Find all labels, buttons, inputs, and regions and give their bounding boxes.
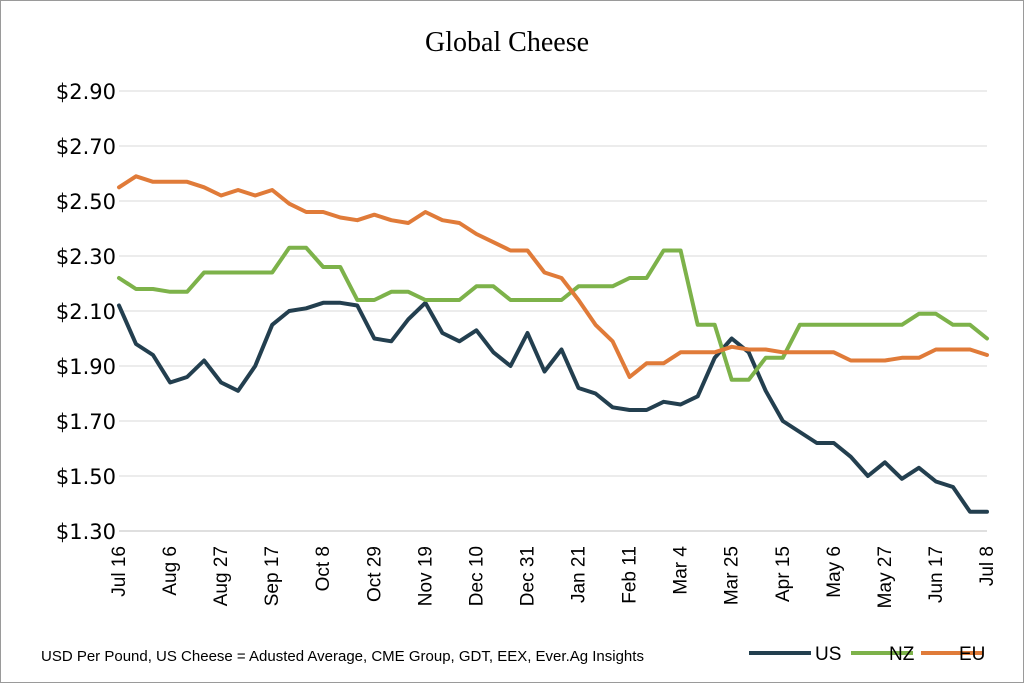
x-tick-label: Mar 25 xyxy=(722,546,743,605)
x-tick-label: Jun 17 xyxy=(926,546,947,603)
gridlines xyxy=(119,90,987,532)
x-tick-label: Jul 8 xyxy=(977,546,998,586)
x-tick-label: Dec 10 xyxy=(466,546,487,606)
legend-label-nz: NZ xyxy=(889,644,915,665)
x-tick-label: Aug 6 xyxy=(160,546,181,596)
x-tick-label: Oct 8 xyxy=(313,546,334,591)
y-tick-label: $1.30 xyxy=(56,520,116,544)
x-tick-label: Jan 21 xyxy=(569,546,590,603)
legend-label-eu: EU xyxy=(959,644,985,665)
y-tick-label: $1.90 xyxy=(56,355,116,379)
x-tick-label: Oct 29 xyxy=(364,546,385,602)
x-tick-label: Nov 19 xyxy=(415,546,436,606)
series-lines xyxy=(117,174,989,514)
y-tick-label: $2.70 xyxy=(56,135,116,159)
chart-title: Global Cheese xyxy=(425,27,589,58)
y-axis-ticks: $2.90 $2.70 $2.50 $2.30 $2.10 $1.90 $1.70 $1.50… xyxy=(56,80,116,544)
series-line-us xyxy=(117,300,989,514)
series-line-nz xyxy=(117,245,989,382)
x-tick-label: Dec 31 xyxy=(517,546,538,606)
y-tick-label: $1.70 xyxy=(56,410,116,434)
y-tick-label: $2.10 xyxy=(56,300,116,324)
y-tick-label: $2.30 xyxy=(56,245,116,269)
y-tick-label: $2.50 xyxy=(56,190,116,214)
x-axis-ticks: Jul 16 Aug 6 Aug 27 Sep 17 Oct 8 Oct 29 Nov 19… xyxy=(109,546,998,609)
source-note: USD Per Pound, US Cheese = Adusted Avera… xyxy=(41,648,644,665)
y-tick-label: $1.50 xyxy=(56,465,116,489)
x-tick-label: Sep 17 xyxy=(262,546,283,606)
legend-label-us: US xyxy=(815,644,841,665)
x-tick-label: Aug 27 xyxy=(211,546,232,606)
x-tick-label: May 27 xyxy=(875,546,896,608)
x-tick-label: May 6 xyxy=(824,546,845,598)
x-tick-label: Jul 16 xyxy=(109,546,130,597)
series-line-eu xyxy=(117,174,989,379)
y-tick-label: $2.90 xyxy=(56,80,116,104)
x-tick-label: Mar 4 xyxy=(671,546,692,595)
x-tick-label: Feb 11 xyxy=(620,546,641,604)
legend: US NZ EU xyxy=(749,644,985,665)
x-tick-label: Apr 15 xyxy=(773,546,794,602)
